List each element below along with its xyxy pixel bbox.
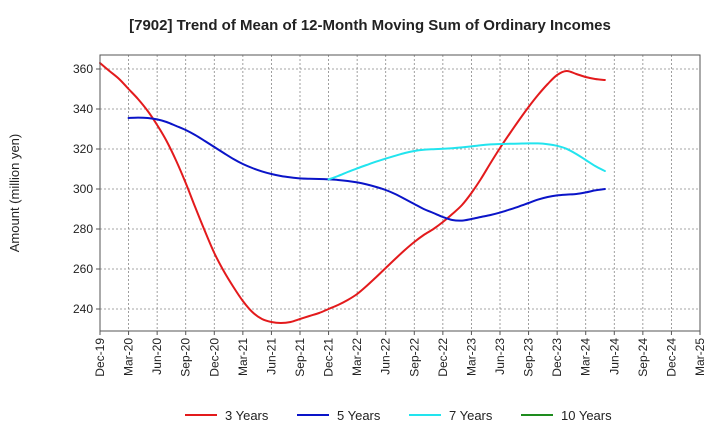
- x-tick-label: Mar-25: [693, 338, 707, 376]
- x-tick-label: Dec-19: [93, 338, 107, 377]
- x-tick-label: Dec-22: [436, 338, 450, 377]
- legend-item-7-years: 7 Years: [409, 408, 493, 423]
- y-tick-label: 320: [73, 142, 93, 156]
- y-axis-label: Amount (million yen): [7, 134, 22, 253]
- y-tick-label: 340: [73, 102, 93, 116]
- legend-item-5-years: 5 Years: [297, 408, 381, 423]
- series-line-7-years: [327, 142, 606, 181]
- x-tick-label: Sep-22: [407, 338, 421, 377]
- legend-label: 10 Years: [561, 408, 612, 423]
- x-tick-label: Dec-23: [550, 338, 564, 377]
- y-tick-label: 280: [73, 222, 93, 236]
- chart-title: [7902] Trend of Mean of 12-Month Moving …: [129, 17, 611, 34]
- x-tick-label: Sep-21: [293, 338, 307, 377]
- x-tick-label: Mar-22: [350, 338, 364, 376]
- y-tick-label: 260: [73, 262, 93, 276]
- legend-label: 3 Years: [225, 408, 269, 423]
- x-tick-label: Sep-24: [636, 338, 650, 377]
- legend: 3 Years 5 Years 7 Years 10 Years: [185, 408, 612, 423]
- x-tick-label: Dec-20: [207, 338, 221, 377]
- y-tick-label: 360: [73, 62, 93, 76]
- legend-item-3-years: 3 Years: [185, 408, 269, 423]
- x-tick-label: Jun-24: [607, 338, 621, 375]
- x-tick-label: Dec-24: [664, 338, 678, 377]
- x-tick-label: Mar-23: [464, 338, 478, 376]
- legend-label: 5 Years: [337, 408, 381, 423]
- y-tick-label: 300: [73, 182, 93, 196]
- x-axis-ticks: Dec-19 Mar-20 Jun-20 Sep-20 Dec-20 Mar-21 Jun-…: [93, 331, 707, 377]
- x-tick-label: Mar-21: [236, 338, 250, 376]
- plot-frame: [99, 54, 701, 332]
- x-tick-label: Mar-24: [579, 338, 593, 376]
- x-tick-label: Mar-20: [122, 338, 136, 376]
- x-tick-label: Jun-21: [264, 338, 278, 375]
- x-tick-label: Jun-20: [150, 338, 164, 375]
- legend-item-10-years: 10 Years: [521, 408, 612, 423]
- x-tick-label: Jun-23: [493, 338, 507, 375]
- x-tick-label: Jun-22: [379, 338, 393, 375]
- series-lines: [99, 62, 606, 324]
- x-tick-label: Sep-23: [522, 338, 536, 377]
- series-line-5-years: [127, 116, 606, 222]
- series-line-3-years: [99, 62, 606, 324]
- y-axis-ticks: 240 260 280 300 320 340 360: [73, 62, 100, 316]
- y-tick-label: 240: [73, 302, 93, 316]
- legend-label: 7 Years: [449, 408, 493, 423]
- x-tick-label: Dec-21: [322, 338, 336, 377]
- x-tick-label: Sep-20: [179, 338, 193, 377]
